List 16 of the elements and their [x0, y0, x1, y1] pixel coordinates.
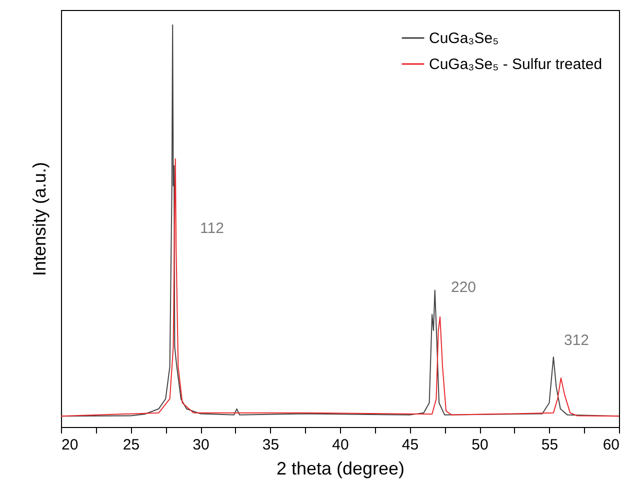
annotation: 112 [200, 220, 224, 237]
x-tick-label: 60 [602, 436, 620, 454]
x-axis-title: 2 theta (degree) [276, 458, 405, 478]
annotation: 312 [564, 332, 590, 349]
x-tick-label: 30 [192, 436, 210, 454]
annotation: 220 [451, 279, 476, 296]
legend-label: CuGa₃Se₅ - Sulfur treated [429, 56, 602, 73]
x-tick-label: 20 [62, 436, 78, 454]
x-tick-label: 50 [472, 436, 488, 454]
x-tick-label: 55 [541, 436, 558, 454]
legend-label: CuGa₃Se₅ [429, 30, 499, 47]
x-tick-label: 40 [332, 436, 349, 454]
x-tick-label: 45 [402, 436, 419, 454]
x-tick-label: 25 [122, 436, 140, 454]
x-tick-label: 35 [262, 436, 280, 454]
y-axis-title: Intensity (a.u.) [30, 162, 50, 276]
